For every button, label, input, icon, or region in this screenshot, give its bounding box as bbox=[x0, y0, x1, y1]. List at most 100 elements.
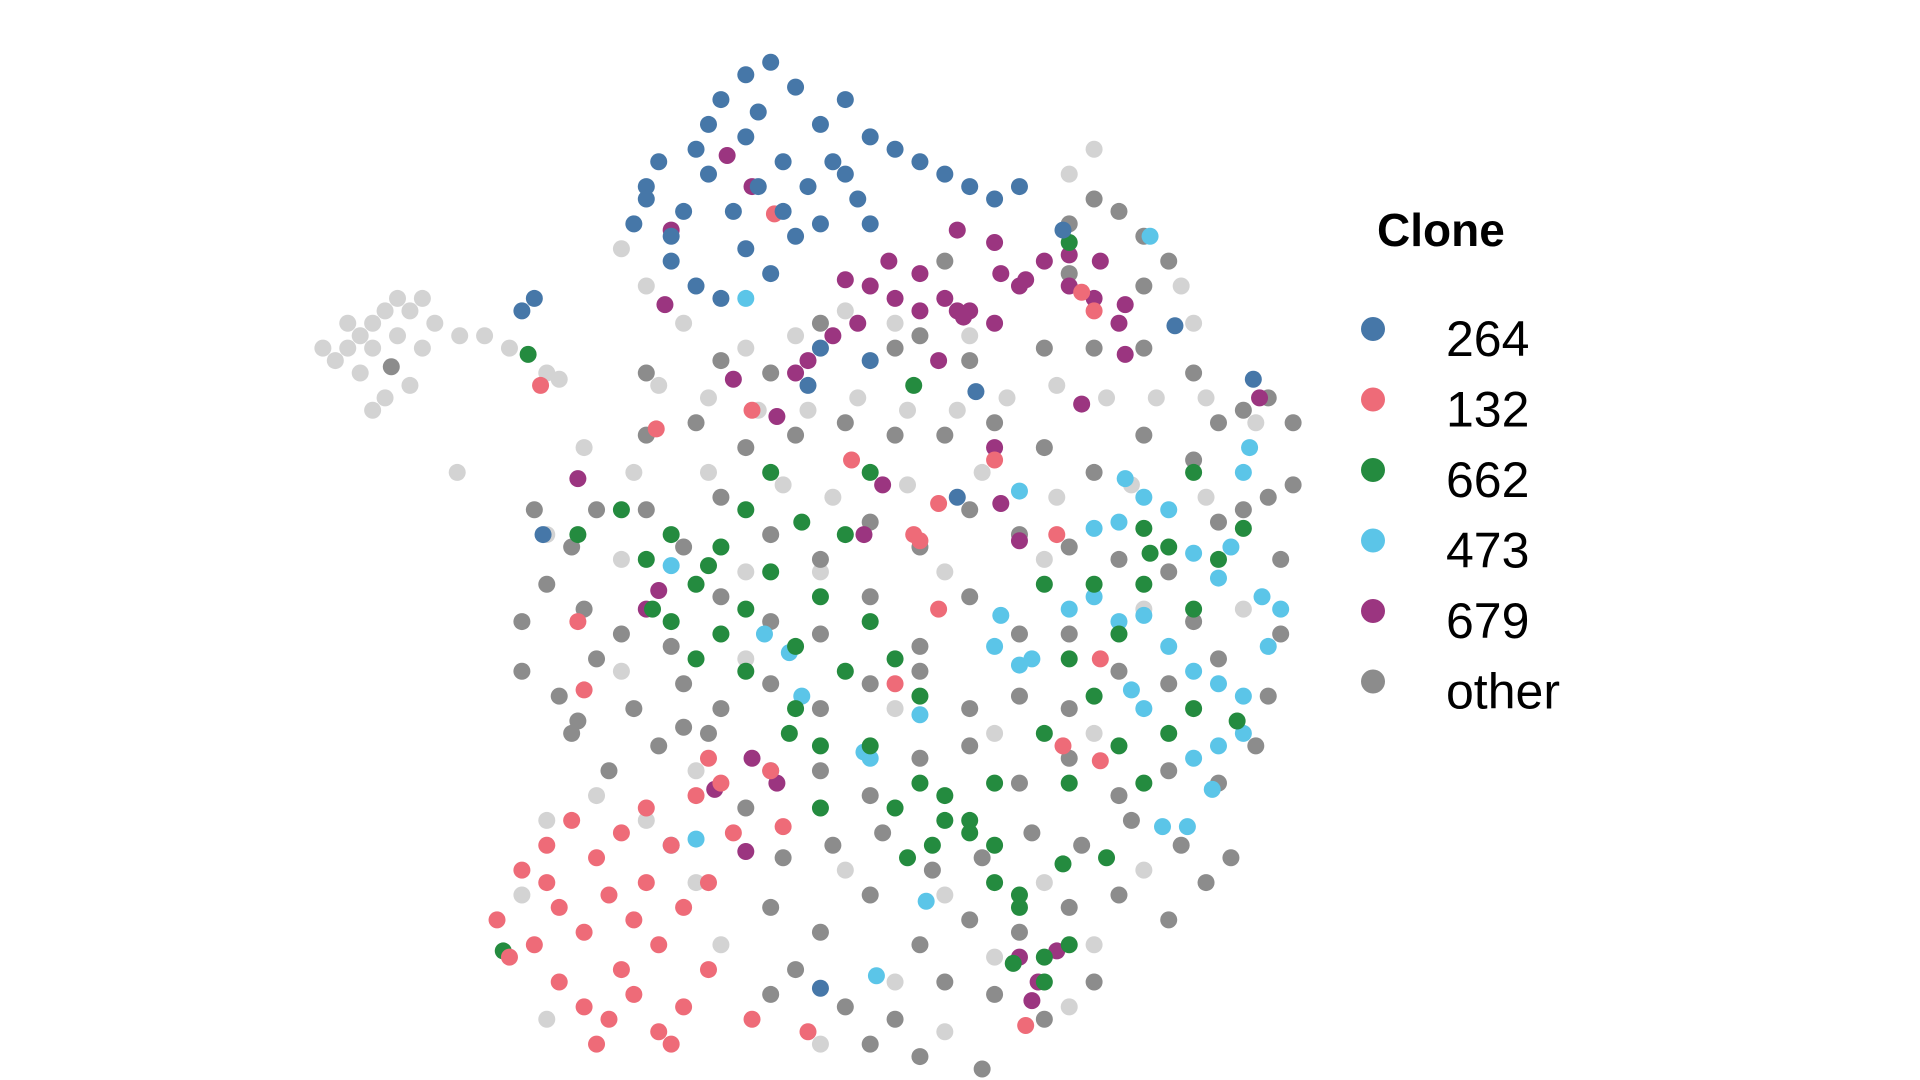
point bbox=[948, 488, 966, 506]
point bbox=[861, 128, 879, 146]
point bbox=[612, 625, 630, 643]
point bbox=[1259, 637, 1277, 655]
point bbox=[973, 463, 991, 481]
point bbox=[600, 1010, 618, 1028]
point bbox=[1141, 227, 1159, 245]
point bbox=[569, 613, 587, 631]
point bbox=[1085, 724, 1103, 742]
point bbox=[911, 662, 929, 680]
point bbox=[861, 787, 879, 805]
point bbox=[637, 501, 655, 519]
point bbox=[1010, 898, 1028, 916]
point bbox=[849, 389, 867, 407]
point bbox=[413, 289, 431, 307]
point bbox=[762, 526, 780, 544]
point bbox=[861, 277, 879, 295]
point bbox=[986, 724, 1004, 742]
point bbox=[1060, 650, 1078, 668]
point bbox=[1209, 414, 1227, 432]
point bbox=[1234, 519, 1252, 537]
point bbox=[675, 898, 693, 916]
point bbox=[712, 700, 730, 718]
point bbox=[364, 401, 382, 419]
point bbox=[799, 376, 817, 394]
point bbox=[762, 463, 780, 481]
point bbox=[762, 762, 780, 780]
point bbox=[1060, 246, 1078, 264]
point bbox=[811, 737, 829, 755]
point bbox=[637, 364, 655, 382]
point bbox=[911, 532, 929, 550]
point bbox=[936, 165, 954, 183]
point bbox=[650, 376, 668, 394]
point bbox=[930, 600, 948, 618]
point bbox=[998, 389, 1016, 407]
point bbox=[1222, 849, 1240, 867]
legend-swatch bbox=[1361, 599, 1385, 623]
point bbox=[314, 339, 332, 357]
point bbox=[1035, 948, 1053, 966]
point bbox=[712, 91, 730, 109]
point bbox=[911, 265, 929, 283]
legend: Clone 264 132 662 473 679 other bbox=[1361, 204, 1560, 720]
point bbox=[737, 66, 755, 84]
point bbox=[1110, 787, 1128, 805]
point bbox=[476, 327, 494, 345]
point bbox=[737, 799, 755, 817]
point bbox=[1284, 414, 1302, 432]
point bbox=[1247, 414, 1265, 432]
point bbox=[961, 327, 979, 345]
point bbox=[1098, 389, 1116, 407]
point bbox=[737, 289, 755, 307]
point bbox=[1091, 650, 1109, 668]
point bbox=[1234, 501, 1252, 519]
point bbox=[662, 227, 680, 245]
point bbox=[376, 389, 394, 407]
point bbox=[961, 811, 979, 829]
point bbox=[351, 327, 369, 345]
point bbox=[905, 376, 923, 394]
point bbox=[1272, 625, 1290, 643]
point bbox=[861, 352, 879, 370]
point bbox=[1010, 923, 1028, 941]
point bbox=[351, 364, 369, 382]
point bbox=[1222, 538, 1240, 556]
point bbox=[339, 314, 357, 332]
point bbox=[923, 836, 941, 854]
point bbox=[1035, 550, 1053, 568]
point bbox=[1010, 482, 1028, 500]
point bbox=[824, 836, 842, 854]
point bbox=[930, 495, 948, 512]
point bbox=[787, 700, 805, 718]
point bbox=[787, 327, 805, 345]
point bbox=[675, 538, 693, 556]
point bbox=[644, 600, 662, 618]
point bbox=[1091, 752, 1109, 770]
point bbox=[911, 327, 929, 345]
point bbox=[650, 582, 668, 599]
point bbox=[699, 724, 717, 742]
point bbox=[1110, 550, 1128, 568]
point bbox=[662, 836, 680, 854]
point bbox=[699, 463, 717, 481]
point bbox=[538, 575, 556, 593]
point bbox=[861, 463, 879, 481]
point bbox=[1023, 824, 1041, 842]
point bbox=[967, 383, 985, 401]
point bbox=[836, 271, 854, 289]
point bbox=[1209, 513, 1227, 531]
point bbox=[1073, 395, 1091, 413]
point bbox=[675, 675, 693, 693]
point bbox=[992, 606, 1010, 624]
legend-swatch bbox=[1361, 458, 1385, 482]
point bbox=[1160, 563, 1178, 581]
point bbox=[961, 911, 979, 929]
point bbox=[1234, 463, 1252, 481]
point bbox=[647, 420, 665, 438]
point bbox=[687, 650, 705, 668]
point bbox=[880, 252, 898, 270]
point bbox=[712, 625, 730, 643]
point bbox=[774, 818, 792, 836]
legend-swatch bbox=[1361, 317, 1385, 341]
point bbox=[762, 898, 780, 916]
